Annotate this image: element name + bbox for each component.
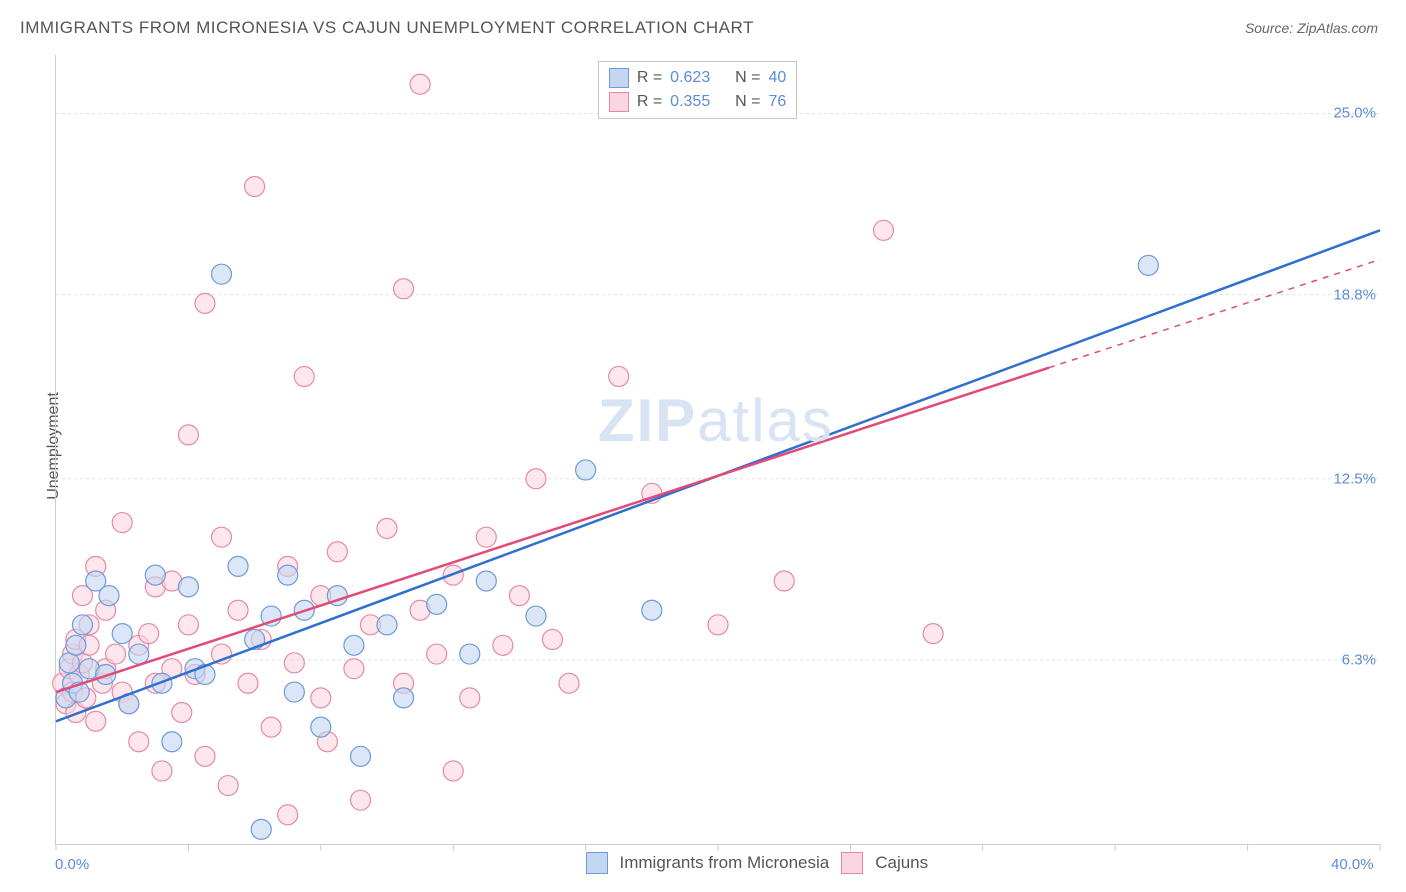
legend-r-value: 0.355 bbox=[670, 90, 710, 114]
scatter-point bbox=[526, 606, 546, 626]
legend-swatch bbox=[609, 68, 629, 88]
legend-series-label: Immigrants from Micronesia bbox=[620, 853, 830, 873]
scatter-point bbox=[327, 542, 347, 562]
scatter-point bbox=[112, 513, 132, 533]
y-tick-label: 18.8% bbox=[1333, 286, 1376, 303]
legend-swatch bbox=[609, 92, 629, 112]
scatter-point bbox=[923, 624, 943, 644]
trend-line-extrapolated bbox=[1049, 260, 1380, 368]
scatter-point bbox=[294, 366, 314, 386]
scatter-point bbox=[172, 703, 192, 723]
scatter-point bbox=[72, 615, 92, 635]
legend-n-label: N = bbox=[735, 90, 760, 114]
y-tick-label: 25.0% bbox=[1333, 105, 1376, 122]
scatter-point bbox=[278, 805, 298, 825]
x-tick-label: 40.0% bbox=[1331, 856, 1374, 873]
scatter-point bbox=[251, 819, 271, 839]
scatter-point bbox=[178, 425, 198, 445]
plot-area bbox=[55, 55, 1380, 845]
scatter-point bbox=[427, 644, 447, 664]
legend-stats-row: R = 0.623 N = 40 bbox=[609, 66, 786, 90]
scatter-point bbox=[129, 644, 149, 664]
scatter-point bbox=[284, 653, 304, 673]
scatter-point bbox=[1138, 255, 1158, 275]
scatter-point bbox=[261, 717, 281, 737]
legend-series: Immigrants from Micronesia Cajuns bbox=[586, 852, 929, 874]
scatter-point bbox=[212, 264, 232, 284]
scatter-point bbox=[774, 571, 794, 591]
y-tick-label: 6.3% bbox=[1342, 651, 1376, 668]
plot-svg bbox=[56, 55, 1380, 844]
legend-n-label: N = bbox=[735, 66, 760, 90]
chart-title: IMMIGRANTS FROM MICRONESIA VS CAJUN UNEM… bbox=[20, 18, 754, 38]
scatter-point bbox=[238, 673, 258, 693]
scatter-point bbox=[86, 711, 106, 731]
scatter-point bbox=[228, 600, 248, 620]
scatter-point bbox=[311, 688, 331, 708]
scatter-point bbox=[112, 624, 132, 644]
scatter-point bbox=[99, 586, 119, 606]
scatter-point bbox=[708, 615, 728, 635]
scatter-point bbox=[410, 74, 430, 94]
legend-n-value: 40 bbox=[768, 66, 786, 90]
legend-stats: R = 0.623 N = 40 R = 0.355 N = 76 bbox=[598, 61, 797, 119]
scatter-point bbox=[344, 635, 364, 655]
scatter-point bbox=[476, 571, 496, 591]
legend-swatch bbox=[586, 852, 608, 874]
scatter-point bbox=[394, 279, 414, 299]
scatter-point bbox=[377, 518, 397, 538]
scatter-point bbox=[559, 673, 579, 693]
scatter-point bbox=[460, 644, 480, 664]
scatter-point bbox=[278, 565, 298, 585]
scatter-point bbox=[377, 615, 397, 635]
scatter-point bbox=[245, 177, 265, 197]
legend-r-label: R = bbox=[637, 66, 662, 90]
scatter-point bbox=[609, 366, 629, 386]
scatter-point bbox=[152, 761, 172, 781]
legend-series-label: Cajuns bbox=[875, 853, 928, 873]
source-value: ZipAtlas.com bbox=[1297, 20, 1378, 36]
scatter-point bbox=[460, 688, 480, 708]
scatter-point bbox=[228, 556, 248, 576]
scatter-point bbox=[311, 717, 331, 737]
scatter-point bbox=[509, 586, 529, 606]
scatter-point bbox=[195, 746, 215, 766]
scatter-point bbox=[195, 293, 215, 313]
scatter-point bbox=[351, 790, 371, 810]
scatter-point bbox=[394, 688, 414, 708]
scatter-point bbox=[284, 682, 304, 702]
scatter-point bbox=[427, 594, 447, 614]
source-label: Source: bbox=[1245, 20, 1293, 36]
scatter-point bbox=[443, 761, 463, 781]
legend-n-value: 76 bbox=[768, 90, 786, 114]
scatter-point bbox=[351, 746, 371, 766]
legend-r-label: R = bbox=[637, 90, 662, 114]
scatter-point bbox=[66, 635, 86, 655]
x-tick-label: 0.0% bbox=[55, 856, 89, 873]
scatter-point bbox=[106, 644, 126, 664]
scatter-point bbox=[874, 220, 894, 240]
scatter-point bbox=[139, 624, 159, 644]
scatter-point bbox=[212, 527, 232, 547]
legend-swatch bbox=[841, 852, 863, 874]
scatter-point bbox=[576, 460, 596, 480]
legend-stats-row: R = 0.355 N = 76 bbox=[609, 90, 786, 114]
scatter-point bbox=[129, 732, 149, 752]
scatter-point bbox=[145, 565, 165, 585]
scatter-point bbox=[178, 615, 198, 635]
scatter-point bbox=[178, 577, 198, 597]
y-tick-label: 12.5% bbox=[1333, 470, 1376, 487]
legend-r-value: 0.623 bbox=[670, 66, 710, 90]
scatter-point bbox=[493, 635, 513, 655]
scatter-point bbox=[543, 629, 563, 649]
scatter-point bbox=[218, 776, 238, 796]
scatter-point bbox=[344, 659, 364, 679]
scatter-point bbox=[476, 527, 496, 547]
scatter-point bbox=[162, 732, 182, 752]
scatter-point bbox=[642, 600, 662, 620]
chart-container: IMMIGRANTS FROM MICRONESIA VS CAJUN UNEM… bbox=[0, 0, 1406, 892]
source-attribution: Source: ZipAtlas.com bbox=[1245, 20, 1378, 36]
scatter-point bbox=[526, 469, 546, 489]
